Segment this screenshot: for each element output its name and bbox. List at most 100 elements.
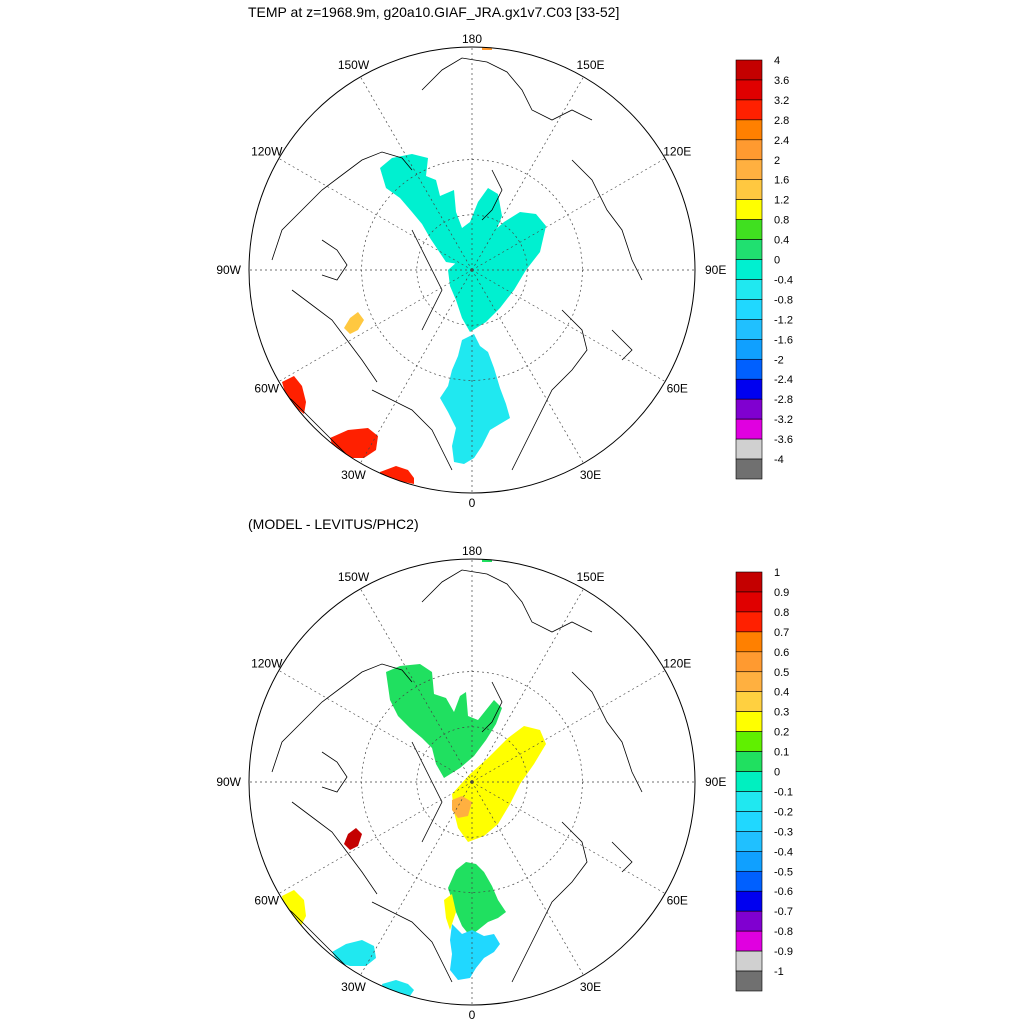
coastline — [371, 389, 453, 471]
longitude-label: 120W — [251, 145, 283, 159]
colorbar-swatch — [735, 339, 763, 360]
colorbar-swatch — [735, 611, 763, 633]
longitude-label: 150E — [576, 58, 604, 72]
colorbar-label: -0.7 — [774, 906, 793, 918]
longitude-label: 60W — [254, 382, 279, 396]
meridian-line — [278, 670, 473, 783]
field-nansen-basin — [448, 862, 506, 936]
coastline — [321, 239, 348, 281]
colorbar-label: 1.2 — [774, 195, 789, 207]
longitude-label: 90W — [216, 263, 241, 277]
colorbar-swatch — [735, 79, 763, 101]
colorbar-swatch — [735, 358, 763, 380]
colorbar-label: 2.4 — [774, 135, 789, 147]
longitude-label: 30W — [341, 468, 366, 482]
meridian-line — [471, 269, 584, 464]
coastline — [291, 289, 378, 383]
longitude-label: 30E — [580, 468, 601, 482]
colorbar-swatch — [735, 139, 763, 161]
colorbar-label: -1 — [774, 966, 784, 978]
longitude-label: 90W — [216, 775, 241, 789]
colorbar-label: 0.9 — [774, 587, 789, 599]
map-interior — [249, 559, 695, 1005]
field-lomonosov-ridge — [452, 796, 472, 818]
colorbar-label: 2.8 — [774, 115, 789, 127]
longitude-label: 150W — [338, 570, 370, 584]
colorbar-swatch — [735, 398, 763, 420]
meridian-line — [360, 269, 473, 464]
colorbar-swatch — [735, 631, 763, 653]
field-greenland-sea — [450, 924, 500, 980]
colorbar-label: 0.1 — [774, 747, 789, 759]
colorbar-swatch — [735, 910, 763, 932]
map-interior — [249, 47, 695, 493]
colorbar-swatch — [735, 671, 763, 693]
panel-model-minus-levitus: (MODEL - LEVITUS/PHC2) 180 150E 120E 90E 60E 3… — [216, 516, 793, 1022]
meridian-line — [360, 588, 473, 783]
coastline — [271, 663, 413, 773]
coastline — [481, 169, 503, 221]
field-labrador-sea — [282, 376, 306, 414]
field-makarov-basin — [452, 726, 546, 842]
longitude-label: 120E — [663, 657, 691, 671]
colorbar-swatch — [735, 378, 763, 400]
colorbar-label: 0.2 — [774, 727, 789, 739]
colorbar-swatch — [735, 831, 763, 852]
longitude-label: 90E — [705, 263, 726, 277]
coastline — [511, 821, 588, 983]
longitude-label: 60E — [667, 894, 688, 908]
coastline — [321, 751, 348, 793]
colorbar-label: 0.4 — [774, 235, 789, 247]
meridian-line — [471, 670, 666, 783]
meridian-line — [360, 781, 473, 976]
coastline — [571, 159, 643, 281]
coastline — [421, 57, 593, 121]
longitude-label: 30E — [580, 980, 601, 994]
colorbar-swatch — [735, 751, 763, 772]
longitude-label: 0 — [469, 1008, 476, 1022]
meridian-line — [471, 781, 666, 894]
longitude-label: 120E — [663, 145, 691, 159]
field-baffin-patch — [344, 312, 364, 334]
colorbar-label: 3.6 — [774, 75, 789, 87]
colorbar-swatch — [735, 438, 763, 460]
map-border — [248, 46, 696, 494]
meridian-line — [278, 781, 473, 894]
meridian-line — [471, 269, 666, 382]
field-pacific-patch — [482, 47, 492, 50]
colorbar-swatch — [735, 771, 763, 792]
colorbar-label: 0.3 — [774, 707, 789, 719]
coastline — [611, 329, 633, 361]
colorbar-swatch — [735, 651, 763, 673]
chart-title: TEMP at z=1968.9m, g20a10.GIAF_JRA.gx1v7… — [248, 4, 619, 20]
longitude-label: 60W — [254, 894, 279, 908]
colorbar-swatch — [735, 851, 763, 872]
colorbar-swatch — [735, 890, 763, 912]
longitude-label: 90E — [705, 775, 726, 789]
colorbar-label: -0.2 — [774, 806, 793, 818]
coastline — [511, 309, 588, 471]
colorbar-label: 3.2 — [774, 95, 789, 107]
coastline — [481, 681, 503, 733]
colorbar-swatch — [735, 239, 763, 260]
meridian-line — [278, 158, 473, 271]
colorbar-label: -0.5 — [774, 866, 793, 878]
colorbar-label: -0.8 — [774, 926, 793, 938]
colorbar-swatch — [735, 591, 763, 613]
colorbar-swatch — [735, 259, 763, 280]
colorbar-label: 1 — [774, 567, 780, 579]
colorbar-label: 0 — [774, 255, 780, 267]
colorbar-swatch — [735, 219, 763, 240]
colorbar-label: -2.4 — [774, 374, 793, 386]
colorbar-swatch — [735, 791, 763, 812]
colorbar-label: 0.8 — [774, 607, 789, 619]
colorbar-label: -0.4 — [774, 274, 793, 286]
colorbar-swatch — [735, 159, 763, 181]
meridian-line — [471, 588, 584, 783]
colorbar-swatch — [735, 811, 763, 832]
field-baffin-patch — [344, 828, 362, 850]
colorbar-label: -0.4 — [774, 846, 793, 858]
colorbar-swatch — [735, 199, 763, 220]
map-border — [248, 558, 696, 1006]
